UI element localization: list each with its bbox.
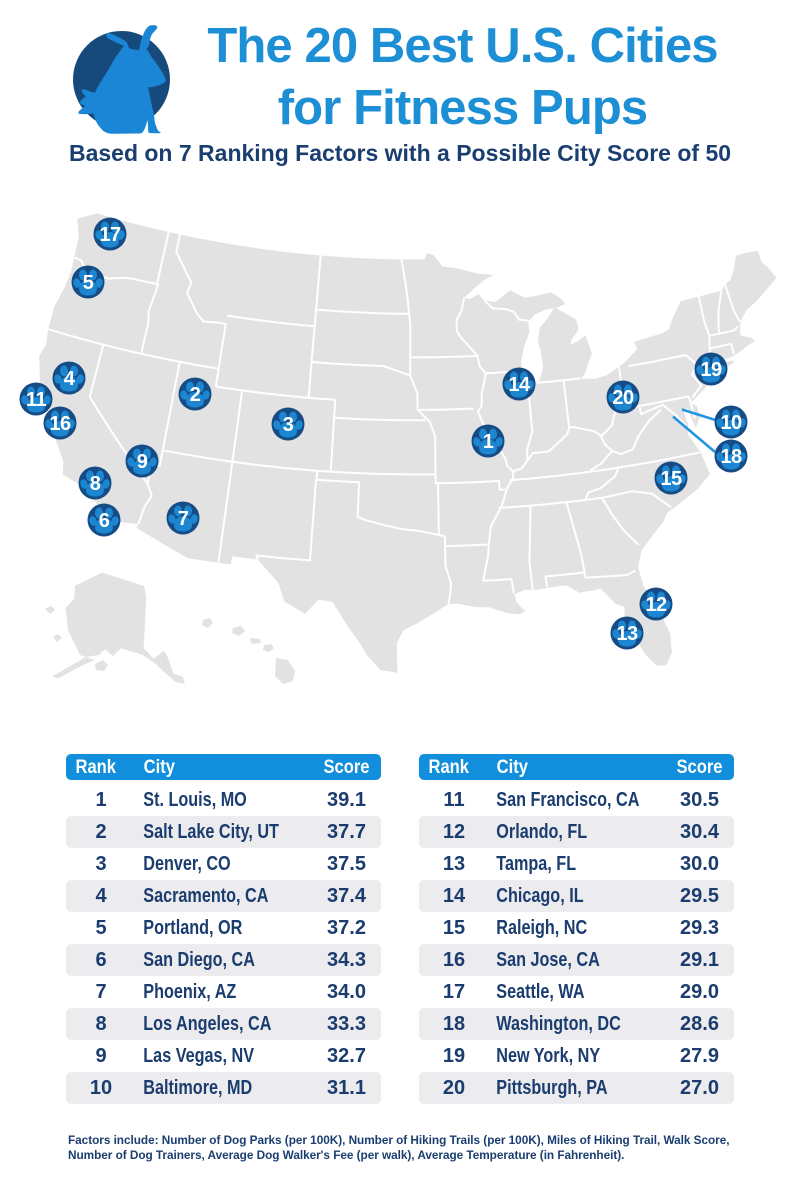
svg-text:6: 6 (99, 510, 110, 532)
svg-text:7: 7 (178, 508, 189, 530)
svg-text:15: 15 (660, 468, 682, 490)
svg-text:5: 5 (83, 272, 94, 294)
svg-text:13: 13 (616, 623, 638, 645)
svg-text:16: 16 (49, 413, 71, 435)
svg-text:4: 4 (64, 368, 76, 390)
svg-text:8: 8 (90, 473, 101, 495)
svg-text:18: 18 (720, 446, 742, 468)
svg-text:20: 20 (612, 387, 634, 409)
svg-text:1: 1 (483, 431, 494, 453)
svg-text:19: 19 (700, 359, 722, 381)
svg-text:10: 10 (720, 412, 742, 434)
svg-text:14: 14 (508, 374, 531, 396)
svg-text:12: 12 (645, 594, 667, 616)
svg-text:2: 2 (190, 384, 201, 406)
svg-text:17: 17 (99, 224, 121, 246)
svg-text:11: 11 (26, 389, 47, 411)
svg-text:3: 3 (283, 414, 294, 436)
svg-text:9: 9 (137, 451, 148, 473)
